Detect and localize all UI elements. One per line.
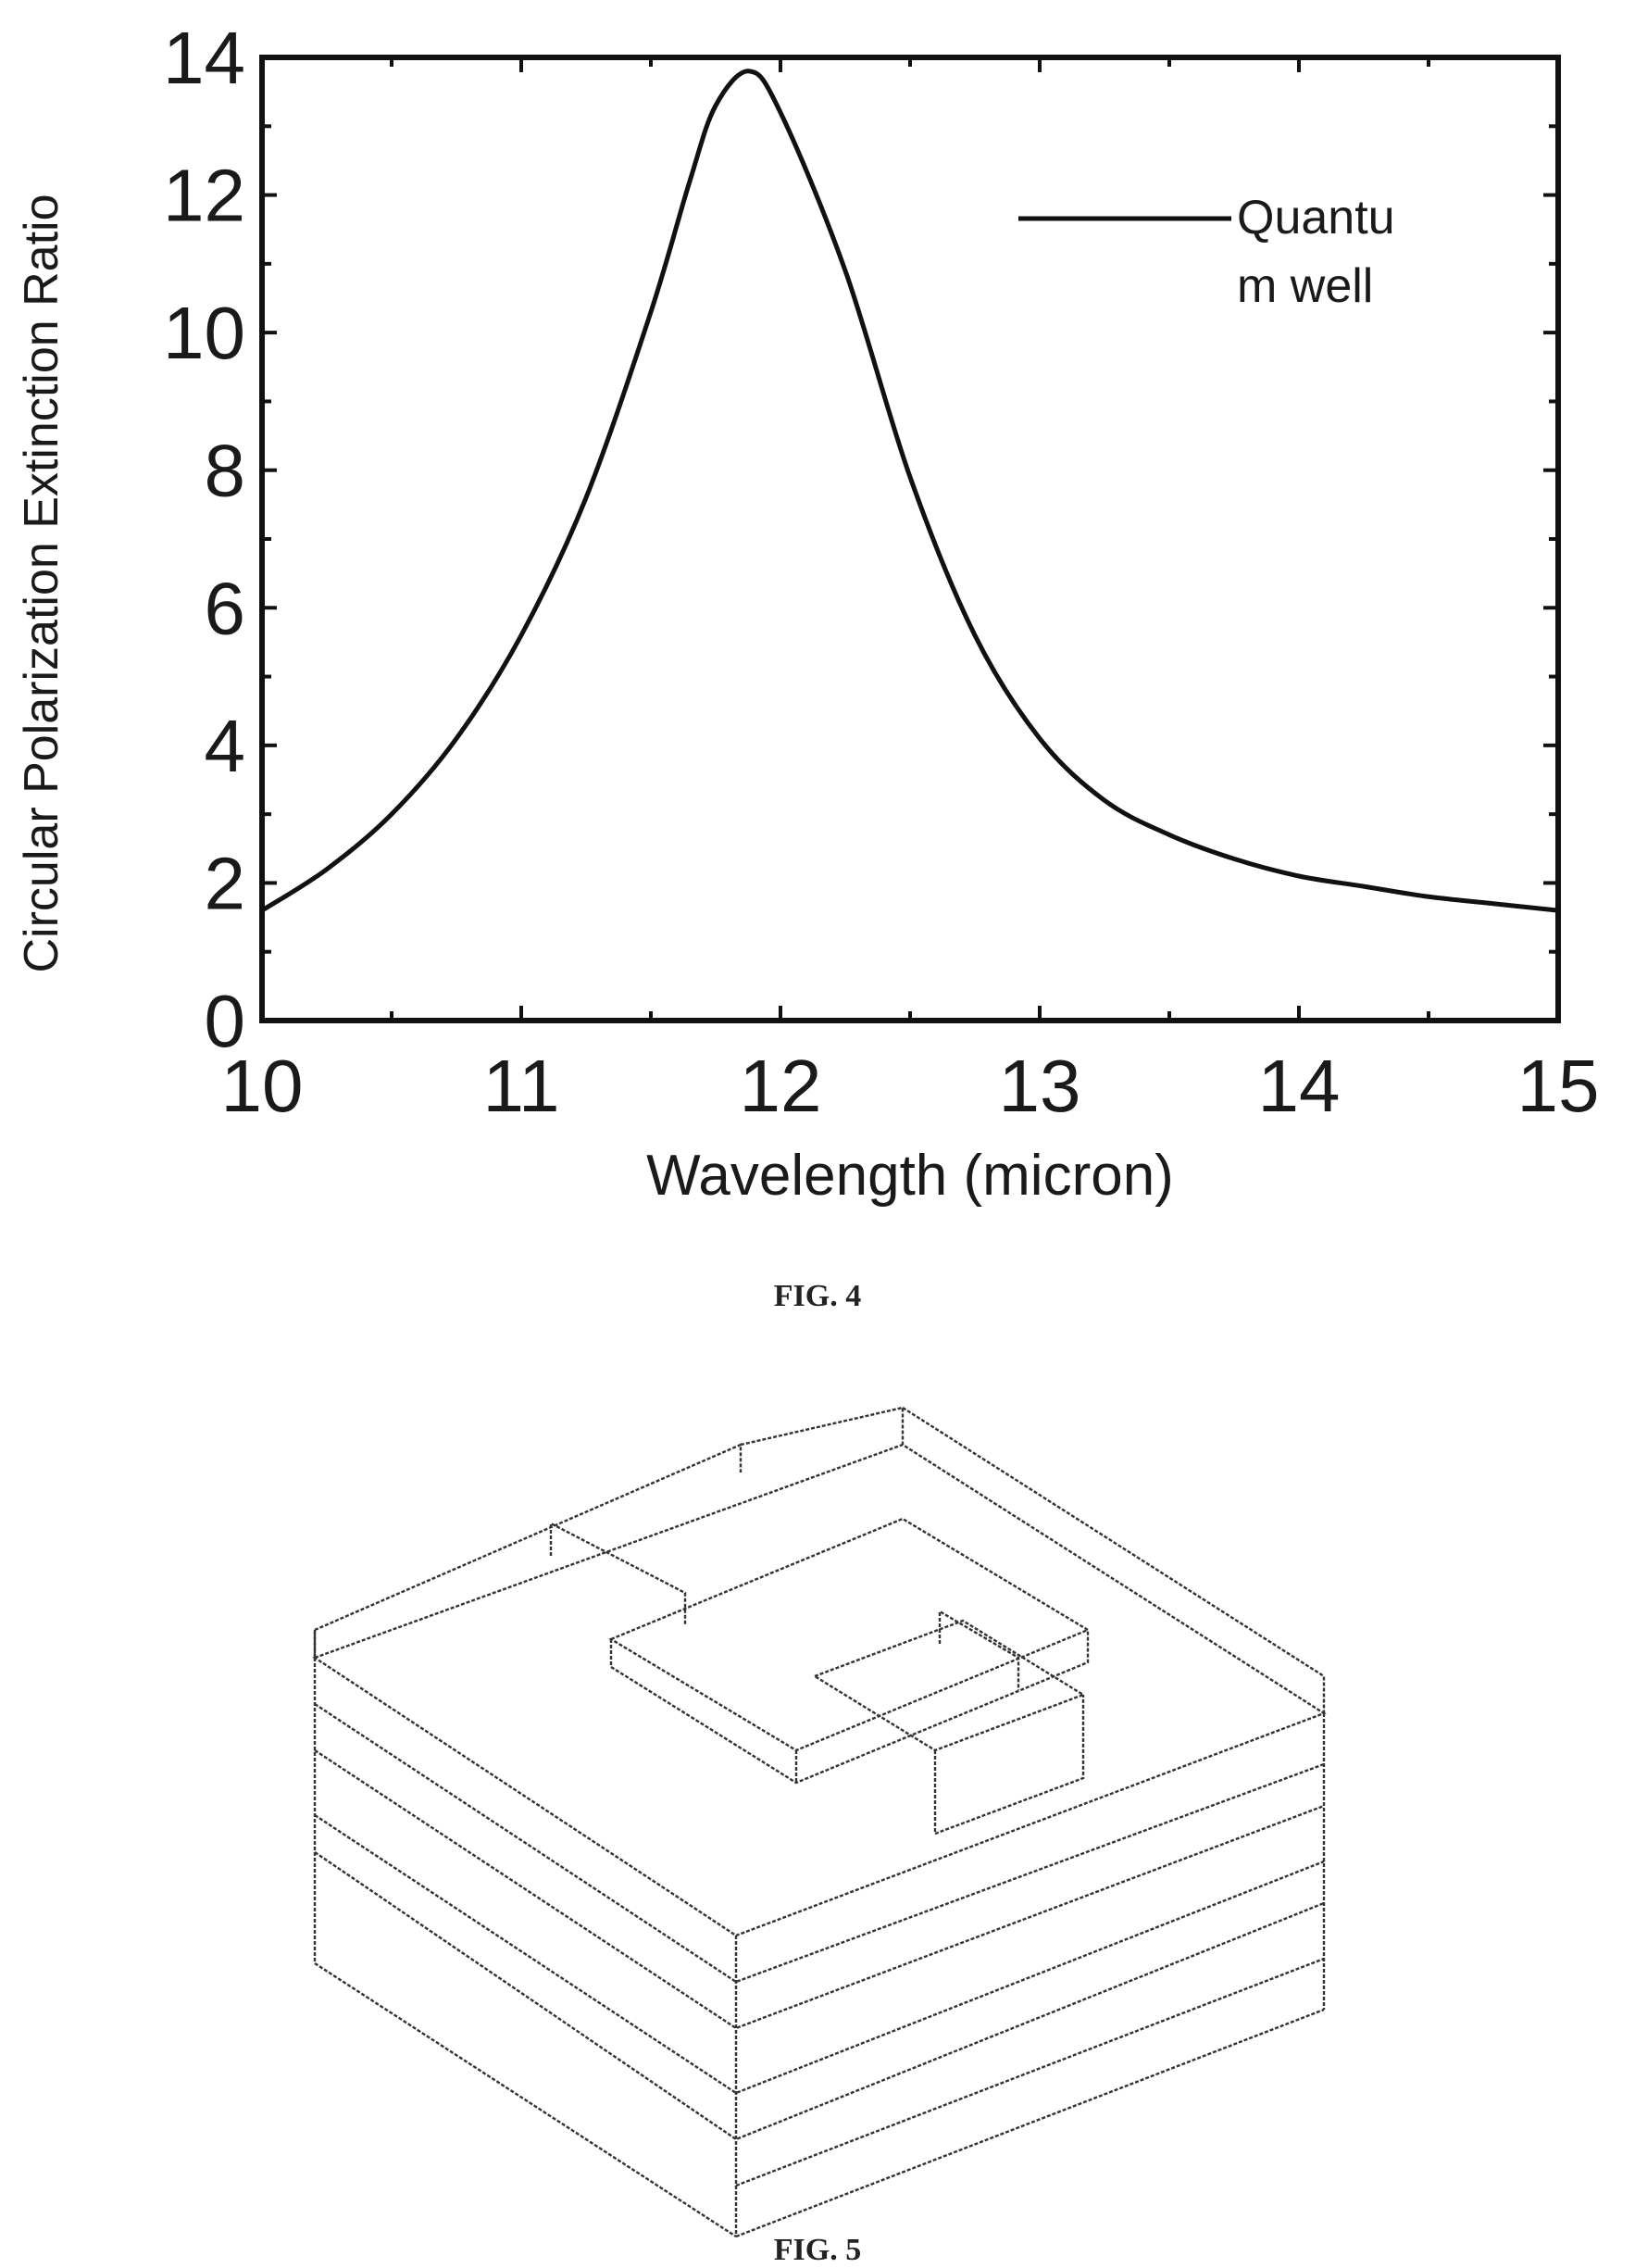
fig5-layered-device-illustration [312, 1406, 1327, 2238]
back-right-wall [902, 1406, 1326, 1713]
legend: Quantu m well [1018, 191, 1395, 313]
y-tick-label: 12 [163, 155, 245, 237]
layer-line-4 [314, 1851, 1325, 2141]
y-tick-label: 8 [205, 430, 246, 512]
notch-right [938, 1609, 1020, 1690]
bottom-right-edge [735, 2008, 1325, 2238]
extinction-ratio-chart: 10 11 12 13 14 15 0 2 4 6 8 10 12 14 Quantu m well W… [15, 17, 1599, 1208]
legend-label-line1: Quantu [1237, 191, 1395, 244]
center-pad-sides [933, 1695, 1085, 1836]
x-tick-label: 11 [482, 1045, 559, 1127]
x-tick-label: 13 [999, 1045, 1081, 1127]
y-tick-label: 4 [205, 705, 246, 787]
back-left-wall [313, 1443, 743, 1658]
y-tick-label: 14 [163, 17, 245, 99]
x-tick-label: 10 [221, 1045, 304, 1127]
y-tick-label: 2 [205, 842, 246, 924]
top-layer-outline [312, 1443, 1327, 1937]
fig5-caption: FIG. 5 [774, 2233, 861, 2267]
y-tick-label: 0 [205, 980, 246, 1062]
x-tick-label: 12 [740, 1045, 822, 1127]
x-tick-label: 14 [1258, 1045, 1341, 1127]
y-tick-label: 6 [205, 567, 246, 649]
layer-line-1 [314, 1702, 1325, 1984]
layer-line-3 [314, 1813, 1325, 2095]
x-tick-labels: 10 11 12 13 14 15 [221, 1045, 1600, 1127]
notch-left [549, 1522, 687, 1625]
legend-label-line2: m well [1237, 259, 1373, 313]
layer-line-2 [314, 1748, 1325, 2030]
inner-mesa-sides [609, 1630, 1090, 1785]
center-pad [812, 1619, 1086, 1752]
layer-line-5 [735, 1957, 1325, 2187]
y-tick-labels: 0 2 4 6 8 10 12 14 [163, 17, 245, 1062]
bottom-left-edge [314, 1961, 737, 2238]
quantum-well-series-line [260, 69, 1559, 913]
axis-ticks [260, 56, 1560, 1022]
fig4-caption: FIG. 4 [774, 1279, 861, 1313]
x-tick-label: 15 [1517, 1045, 1600, 1127]
y-tick-label: 10 [163, 292, 245, 374]
back-top-wall [740, 1406, 905, 1447]
x-axis-title: Wavelength (micron) [646, 1144, 1174, 1208]
inner-mesa-top [608, 1517, 1091, 1752]
y-axis-title: Circular Polarization Extinction Ratio [15, 194, 69, 972]
